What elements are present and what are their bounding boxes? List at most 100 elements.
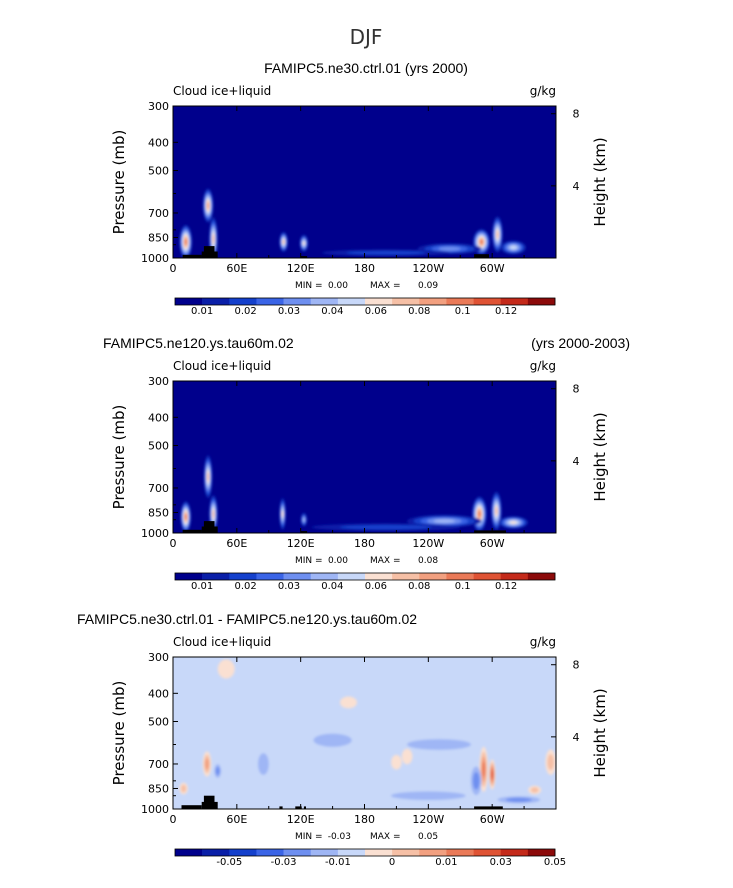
panel-2-colorbar-swatch-5 <box>283 573 312 580</box>
panel-1-terrain-block-5 <box>474 254 489 258</box>
panel-2-colorbar-label-5: 0.06 <box>365 581 387 592</box>
panel-3-contour-feature-6-level-2 <box>472 772 480 790</box>
panel-3-colorbar-label-7: 0.05 <box>544 857 566 868</box>
panel-2-colorbar-label-2: 0.02 <box>234 581 256 592</box>
panel-3-ylabel-right: Height (km) <box>591 688 609 777</box>
panel-3-contour-feature-4-level-4 <box>482 761 486 778</box>
panel-2-terrain-block-3 <box>203 521 215 533</box>
panel-1-contour-feature-4-level-8 <box>282 240 285 244</box>
panel-3-colorbar-swatch-5 <box>283 849 312 856</box>
panel-3-contour-feature-16-level-2 <box>505 797 532 802</box>
panel-1-max-label: MAX = <box>370 281 401 291</box>
panel-1-colorbar-label-7: 0.1 <box>455 306 471 317</box>
panel-1-colorbar-swatch-4 <box>256 298 284 305</box>
panel-1-contour-feature-8-level-6 <box>510 245 517 250</box>
panel-3-terrain-block-3 <box>203 795 215 809</box>
panel-1-terrain-block-1 <box>182 254 202 258</box>
panel-3-colorbar-label-2: -0.03 <box>271 857 297 868</box>
panel-1-colorbar: 0.01 0.02 0.03 0.04 0.06 0.08 0.1 0.12 <box>174 297 556 317</box>
panel-1-colorbar-label-5: 0.06 <box>365 306 387 317</box>
panel-2-colorbar-label-7: 0.1 <box>455 581 471 592</box>
panel-2-contour-feature-9-level-5 <box>433 519 455 523</box>
panel-3-colorbar-swatch-2 <box>202 849 230 856</box>
panel-1-xtick-label-1: 0 <box>170 262 177 275</box>
panel-3-colorbar-swatch-14 <box>527 849 556 856</box>
panel-3-ytick-label-2: 400 <box>148 687 169 700</box>
panel-3-contour-feature-3-level-2 <box>215 766 220 776</box>
panel-2-xtick-label-4: 180 <box>354 537 375 550</box>
panel-3-contour-feature-15-level-1 <box>391 791 466 800</box>
panel-1-ytick-label-6: 1000 <box>141 252 169 265</box>
panel-3-contour-feature-7-level-2 <box>547 754 554 771</box>
panel-2-contour-feature-4-level-7 <box>281 510 284 518</box>
panel-1-ylabel: Pressure (mb) <box>110 130 128 235</box>
panel-2-max-value: 0.08 <box>418 556 438 566</box>
panel-2-colorbar-swatch-14 <box>527 573 556 580</box>
panel-2-min-value: 0.00 <box>328 556 348 566</box>
panel-2-contours <box>180 455 529 533</box>
panel-3-contour-feature-13-level-1 <box>313 733 352 747</box>
panel-1-height-tick-label-1: 8 <box>573 108 580 121</box>
panel-2-ytick-label-4: 700 <box>148 482 169 495</box>
panel-1-contour-feature-3-level-8 <box>212 234 215 244</box>
panel-3-colorbar-label-3: -0.01 <box>325 857 351 868</box>
panel-2-max-label: MAX = <box>370 556 401 566</box>
panel-2-contour-feature-8-level-7 <box>510 521 517 524</box>
panel-1-min-value: 0.00 <box>328 281 348 291</box>
panel-2-contour-feature-3-level-8 <box>212 510 215 518</box>
panel-2-min-label: MIN = <box>295 556 323 566</box>
panel-1-colorbar-swatch-3 <box>229 298 257 305</box>
panel-3-title: FAMIPC5.ne30.ctrl.01 - FAMIPC5.ne120.ys.… <box>77 611 417 627</box>
panel-2-colorbar-swatch-10 <box>419 573 447 580</box>
panel-2-colorbar-swatch-6 <box>310 573 339 580</box>
panel-2-contour-feature-1-level-10 <box>184 514 187 520</box>
panel-1-variable-label: Cloud ice+liquid <box>173 84 271 98</box>
panel-1-terrain-block-3 <box>203 246 215 258</box>
panel-1-ytick-label-3: 500 <box>148 164 169 177</box>
panel-3: FAMIPC5.ne30.ctrl.01 - FAMIPC5.ne120.ys.… <box>77 611 609 868</box>
panel-3-contour-feature-11-level-1 <box>217 659 235 679</box>
panel-1-colorbar-swatch-8 <box>365 298 393 305</box>
panel-2-colorbar-swatch-1 <box>175 573 203 580</box>
panel-3-contour-feature-10-level-1 <box>401 748 413 765</box>
panel-3-contour-feature-12-level-1 <box>340 696 357 709</box>
panel-2-height-tick-label-2: 4 <box>573 455 580 468</box>
panel-1-colorbar-label-2: 0.02 <box>234 306 256 317</box>
panel-2-contour-feature-7-level-8 <box>495 507 498 515</box>
panel-2-contour-feature-2-level-8 <box>207 472 210 481</box>
panel-2-colorbar-label-3: 0.03 <box>278 581 300 592</box>
panel-3-contour-feature-2-level-2 <box>181 784 187 793</box>
panel-2-ytick-label-3: 500 <box>148 439 169 452</box>
panel-2-xtick-label-2: 60E <box>226 537 247 550</box>
panel-3-height-tick-label-2: 4 <box>573 731 580 744</box>
panel-2-contour-feature-10-level-2 <box>340 524 432 530</box>
panel-1-contour-feature-9-level-4 <box>438 246 461 251</box>
panel-3-xtick-label-2: 60E <box>226 813 247 826</box>
panel-1-xtick-label-2: 60E <box>226 262 247 275</box>
panel-1-colorbar-swatch-7 <box>337 298 366 305</box>
panel-2-colorbar-swatch-12 <box>473 573 502 580</box>
panel-1-contour-feature-5-level-7 <box>302 241 305 246</box>
panel-2: FAMIPC5.ne120.ys.tau60m.02 (yrs 2000-200… <box>103 335 630 592</box>
panel-2-terrain <box>182 521 506 533</box>
panel-1-colorbar-swatch-14 <box>527 298 556 305</box>
panel-1-xtick-label-4: 180 <box>354 262 375 275</box>
panel-1-colorbar-swatch-6 <box>310 298 339 305</box>
panel-3-max-value: 0.05 <box>418 832 438 842</box>
panel-3-colorbar-swatch-3 <box>229 849 257 856</box>
panel-1-colorbar-label-4: 0.04 <box>321 306 343 317</box>
panel-3-colorbar-label-6: 0.03 <box>490 857 512 868</box>
panel-1-terrain-block-4 <box>300 256 308 258</box>
panel-2-xtick-label-1: 0 <box>170 537 177 550</box>
panel-2-xtick-label-3: 120E <box>287 537 315 550</box>
panel-2-colorbar-swatch-3 <box>229 573 257 580</box>
panel-3-colorbar-swatch-12 <box>473 849 502 856</box>
panel-3-colorbar-swatch-1 <box>175 849 203 856</box>
panel-3-colorbar-swatch-13 <box>500 849 529 856</box>
panel-1-ytick-label-1: 300 <box>148 100 169 113</box>
panel-1-colorbar-swatch-10 <box>419 298 447 305</box>
panel-2-ytick-label-1: 300 <box>148 375 169 388</box>
panel-3-colorbar-label-4: 0 <box>389 857 395 868</box>
